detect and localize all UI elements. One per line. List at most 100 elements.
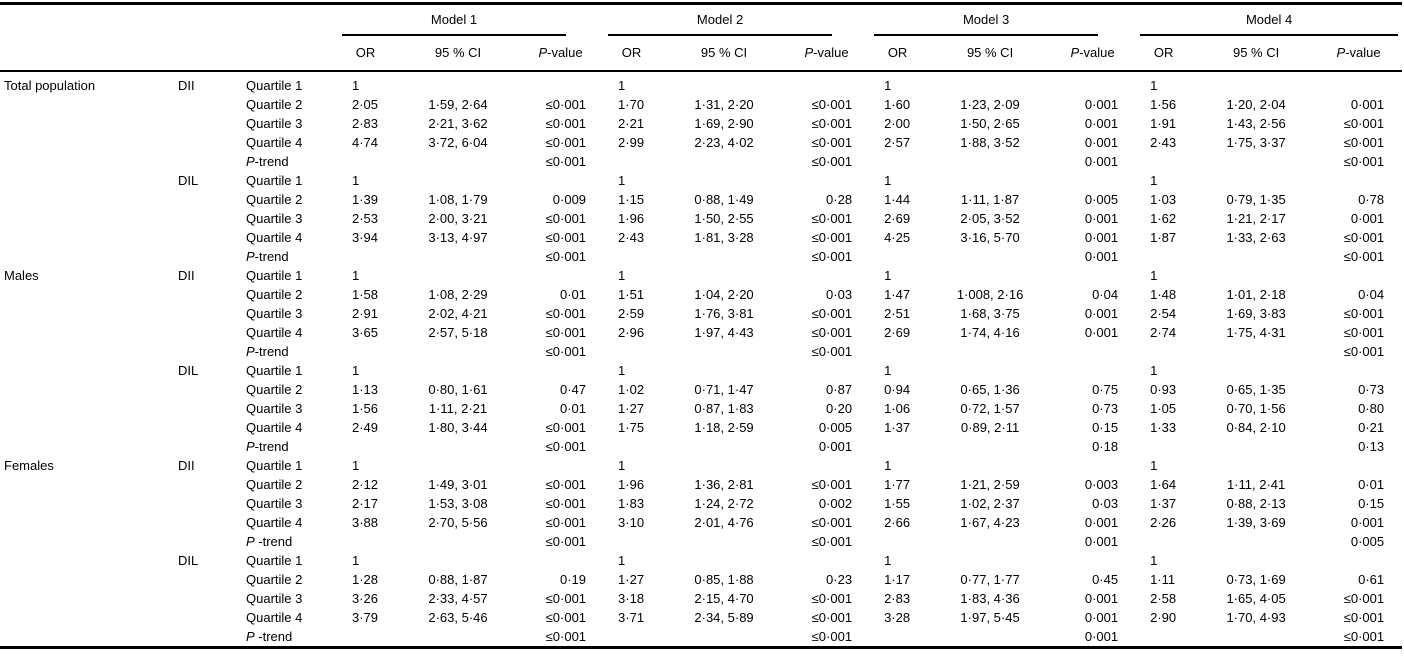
- group-label: [0, 304, 170, 323]
- p-value: [1055, 342, 1136, 361]
- ci-value: [925, 437, 1055, 456]
- row-label: Quartile 2: [238, 570, 338, 589]
- ci-value: 0·77, 1·77: [960, 572, 1020, 587]
- model-2-header: Model 2: [604, 4, 870, 36]
- table-row: DIL Quartile 1 1 1 1 1: [0, 361, 1402, 380]
- ci-value: [1191, 247, 1321, 266]
- exposure-label: [170, 247, 238, 266]
- ci-value: [1191, 171, 1321, 190]
- ci-value: 0·71, 1·47: [694, 382, 754, 397]
- row-label-text: -trend: [254, 344, 289, 359]
- table-row: Quartile 3 2·17 1·53, 3·08 ≤0·001 1·83 1…: [0, 494, 1402, 513]
- model-3-header: Model 3: [870, 4, 1136, 36]
- p-value: 0·18: [1092, 439, 1119, 454]
- or-value: [338, 437, 393, 456]
- or-value: 1·51: [618, 287, 645, 302]
- row-label-text: Quartile 4: [246, 230, 303, 245]
- or-value: [870, 152, 925, 171]
- or-value: 2·53: [352, 211, 379, 226]
- p-value: 0·005: [1350, 534, 1385, 549]
- p-value: [1321, 551, 1402, 570]
- ci-value: 0·87, 1·83: [694, 401, 754, 416]
- p-value: [1055, 171, 1136, 190]
- row-label-text: Quartile 3: [246, 401, 303, 416]
- group-label: [0, 532, 170, 551]
- p-value: 0·75: [1092, 382, 1119, 397]
- row-label: P-trend: [238, 437, 338, 456]
- p-value: 0·03: [1092, 496, 1119, 511]
- row-label-text: Quartile 1: [246, 458, 303, 473]
- table-body: Total population DII Quartile 1 1 1 1 1 …: [0, 71, 1402, 648]
- or-value: 3·94: [352, 230, 379, 245]
- ci-value: [393, 152, 523, 171]
- p-value: ≤0·001: [811, 135, 853, 150]
- p-value: [1055, 456, 1136, 475]
- row-label: Quartile 4: [238, 608, 338, 627]
- or-value: 1: [618, 363, 626, 378]
- p-value: [523, 456, 604, 475]
- table-row: P -trend ≤0·001 ≤0·001 0·001 ≤0·001: [0, 627, 1402, 648]
- empty-corner-cell: [0, 4, 338, 37]
- group-label: [0, 247, 170, 266]
- exposure-label: [170, 95, 238, 114]
- or-value: 1·70: [618, 97, 645, 112]
- or-value: 2·59: [618, 306, 645, 321]
- table-row: Total population DII Quartile 1 1 1 1 1: [0, 71, 1402, 95]
- row-label: Quartile 1: [238, 551, 338, 570]
- or-value: 1: [884, 553, 892, 568]
- group-label: [0, 627, 170, 648]
- row-label: P-trend: [238, 152, 338, 171]
- p-value: ≤0·001: [811, 534, 853, 549]
- ci-value: [393, 342, 523, 361]
- ci-value: [1191, 152, 1321, 171]
- p-value: ≤0·001: [811, 629, 853, 644]
- p-value: 0·78: [1358, 192, 1385, 207]
- p-value: 0·002: [818, 496, 853, 511]
- or-header: OR: [338, 36, 393, 72]
- row-label-text: Quartile 2: [246, 572, 303, 587]
- table-row: P-trend ≤0·001 ≤0·001 ≤0·001: [0, 342, 1402, 361]
- or-value: 1·56: [352, 401, 379, 416]
- model-4-label: Model 4: [1140, 12, 1399, 36]
- exposure-label: [170, 152, 238, 171]
- p-value: 0·001: [818, 439, 853, 454]
- row-label: Quartile 3: [238, 304, 338, 323]
- p-value: ≤0·001: [811, 610, 853, 625]
- p-value: 0·001: [1084, 515, 1119, 530]
- p-value: [789, 266, 870, 285]
- p-value: 0·23: [826, 572, 853, 587]
- ci-value: 1·80, 3·44: [428, 420, 488, 435]
- ci-value: 1·20, 2·04: [1226, 97, 1286, 112]
- p-value-header: P-value: [1055, 36, 1137, 72]
- p-value: ≤0·001: [545, 116, 587, 131]
- p-value: ≤0·001: [811, 97, 853, 112]
- ci-value: 1·02, 2·37: [960, 496, 1020, 511]
- p-value: ≤0·001: [545, 534, 587, 549]
- row-label-text: Quartile 1: [246, 363, 303, 378]
- ci-value: 1·08, 2·29: [428, 287, 488, 302]
- row-label: Quartile 2: [238, 95, 338, 114]
- ci-value: [925, 71, 1055, 95]
- table-row: DIL Quartile 1 1 1 1 1: [0, 551, 1402, 570]
- or-value: 1: [352, 78, 360, 93]
- table-row: Quartile 2 1·28 0·88, 1·87 0·19 1·27 0·8…: [0, 570, 1402, 589]
- p-value: 0·001: [1084, 116, 1119, 131]
- p-value: ≤0·001: [545, 306, 587, 321]
- p-value: 0·001: [1084, 249, 1119, 264]
- ci-value: [659, 247, 789, 266]
- p-italic: P: [538, 45, 548, 60]
- p-value: 0·20: [826, 401, 853, 416]
- p-value: [1321, 266, 1402, 285]
- p-value: [789, 171, 870, 190]
- or-value: 1·37: [884, 420, 911, 435]
- row-label-italic: P: [246, 344, 255, 359]
- or-value: 2·00: [884, 116, 911, 131]
- or-value: 1: [618, 458, 626, 473]
- or-value: 1·48: [1150, 287, 1177, 302]
- row-label-text: Quartile 2: [246, 287, 303, 302]
- or-value: 1·77: [884, 477, 911, 492]
- model-1-header: Model 1: [338, 4, 604, 36]
- or-value: [870, 437, 925, 456]
- row-label-text: Quartile 3: [246, 496, 303, 511]
- p-value: 0·001: [1084, 629, 1119, 644]
